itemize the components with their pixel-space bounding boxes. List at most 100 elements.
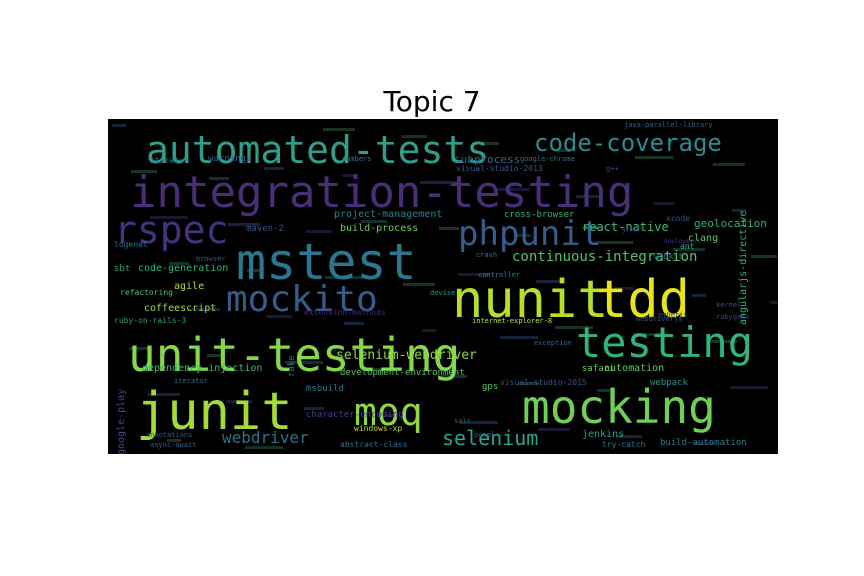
filler-word-mark (422, 329, 436, 332)
filler-word-mark (458, 273, 490, 276)
filler-word-mark (616, 435, 642, 438)
filler-word-mark (576, 195, 602, 198)
cloud-word: webdriverjs (636, 315, 682, 323)
cloud-word: junit (136, 382, 293, 442)
cloud-word: clang (688, 233, 718, 244)
cloud-word: exception (534, 339, 572, 347)
cloud-word: unit-testing (128, 328, 460, 382)
cloud-word: numbers (342, 155, 372, 163)
cloud-word: ant (680, 242, 695, 251)
cloud-word: deployment (664, 238, 701, 245)
cloud-word: java-parallel-library (624, 121, 713, 129)
filler-word-mark (498, 188, 530, 191)
cloud-word: devise (430, 289, 455, 297)
filler-word-mark (751, 255, 777, 258)
filler-word-mark (692, 294, 706, 297)
cloud-word: iterator (150, 156, 189, 165)
cloud-word: mockito (226, 279, 378, 320)
filler-word-mark (361, 220, 387, 223)
cloud-word: controller (478, 271, 520, 279)
cloud-word: annotations (146, 431, 192, 439)
cloud-word: windows-xp (354, 424, 402, 433)
cloud-word: project-management (334, 209, 442, 220)
word-cloud-canvas: integration-testingunit-testingnunittdda… (112, 121, 778, 454)
filler-word-mark (441, 375, 467, 378)
cloud-word: visual-studio-2013 (456, 164, 543, 173)
filler-word-mark (344, 322, 364, 325)
filler-word-mark (323, 128, 355, 131)
cloud-word: warnings (208, 154, 251, 164)
filler-word-mark (555, 326, 593, 329)
filler-word-mark (460, 421, 498, 424)
filler-word-mark (150, 216, 188, 219)
cloud-word: selenium (442, 426, 538, 450)
cloud-word: webdriver (222, 428, 309, 447)
filler-word-mark (614, 287, 634, 290)
cloud-word: tdd (596, 270, 690, 330)
cloud-word: abstract-class (340, 440, 408, 449)
filler-word-mark (403, 283, 435, 286)
cloud-word: kernel (716, 301, 741, 309)
filler-word-mark (635, 156, 673, 159)
cloud-word: testing (576, 318, 753, 367)
cloud-word: iterator (174, 377, 208, 385)
filler-word-mark (131, 170, 157, 173)
filler-word-mark (247, 269, 261, 272)
filler-word-mark (342, 174, 356, 177)
cloud-word: agile (174, 281, 204, 292)
cloud-word: google-chrome (520, 155, 575, 163)
cloud-word: cross-browser (504, 210, 575, 220)
filler-word-mark (226, 400, 252, 403)
cloud-word: webkit (654, 252, 683, 261)
filler-word-mark (228, 223, 260, 226)
filler-word-mark (401, 135, 427, 138)
cloud-word: xcode (666, 214, 690, 223)
filler-word-mark (167, 439, 181, 442)
cloud-word: mocking (522, 380, 716, 434)
cloud-word: safari (582, 364, 615, 374)
cloud-word: build-automation (660, 438, 747, 448)
filler-word-mark (306, 230, 332, 233)
filler-word-mark (770, 301, 778, 304)
cloud-word: continuous-integration (512, 249, 697, 265)
filler-word-mark (538, 428, 570, 431)
filler-word-mark (129, 347, 149, 350)
filler-word-mark (711, 340, 737, 343)
cloud-word: sbt (114, 264, 130, 274)
cloud-word: code-generation (138, 263, 228, 274)
cloud-word: react-native (582, 220, 669, 234)
filler-word-mark (479, 142, 499, 145)
filler-word-mark (207, 354, 221, 357)
cloud-word: g++ (606, 165, 619, 173)
cloud-word: selenium-webdriver (336, 348, 477, 363)
cloud-word: build-process (340, 223, 418, 234)
word-cloud: integration-testing unit-testing nunit tdd a… (108, 119, 778, 454)
cloud-word: emberjs (658, 311, 688, 319)
cloud-word: internet-explorer-8 (472, 317, 552, 325)
filler-word-mark (673, 248, 705, 251)
cloud-word: dependency-injection (142, 363, 262, 374)
cloud-word: geolocation (694, 217, 767, 230)
cloud-word: maven-2 (246, 224, 284, 234)
cloud-word: mstest (236, 233, 417, 291)
cloud-word: coffeescript (144, 303, 216, 314)
filler-word-mark (266, 315, 292, 318)
filler-word-mark (694, 442, 714, 445)
cloud-word: phpunit (458, 214, 601, 254)
cloud-word: rubygems (716, 313, 750, 321)
cloud-word: crash (476, 251, 497, 259)
filler-word-mark (500, 336, 538, 339)
filler-word-mark (148, 393, 180, 396)
cloud-word: ruby-on-rails-3 (114, 316, 186, 325)
filler-word-mark (713, 163, 745, 166)
cloud-word: code-coverage (534, 129, 722, 157)
cloud-word: subprocess (454, 153, 520, 166)
cloud-word: logenet (114, 240, 148, 249)
cloud-word: jenkins (582, 429, 624, 440)
cloud-word: gps (482, 382, 498, 392)
filler-word-mark (557, 149, 571, 152)
cloud-word: automation (604, 363, 664, 374)
cloud-word: refactoring (120, 288, 173, 297)
cloud-word: character-encoding (306, 410, 404, 420)
filler-word-mark (382, 414, 396, 417)
